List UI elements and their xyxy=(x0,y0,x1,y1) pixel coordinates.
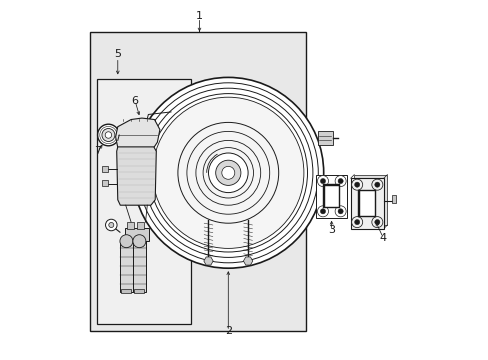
Text: 6: 6 xyxy=(131,96,138,106)
Bar xyxy=(359,191,374,216)
Circle shape xyxy=(320,179,325,184)
Circle shape xyxy=(98,124,119,146)
Circle shape xyxy=(354,220,359,225)
Bar xyxy=(137,222,143,229)
Circle shape xyxy=(317,206,328,217)
Circle shape xyxy=(152,97,303,248)
Circle shape xyxy=(102,129,115,141)
Bar xyxy=(357,190,376,217)
Circle shape xyxy=(351,217,362,228)
Bar xyxy=(350,178,383,229)
Circle shape xyxy=(371,179,382,190)
Circle shape xyxy=(133,77,323,268)
Circle shape xyxy=(222,166,234,179)
Bar xyxy=(133,241,145,292)
Polygon shape xyxy=(115,118,160,148)
Circle shape xyxy=(354,182,359,187)
Polygon shape xyxy=(203,257,213,265)
Circle shape xyxy=(371,217,382,228)
Circle shape xyxy=(374,220,379,225)
Bar xyxy=(120,241,133,292)
Bar xyxy=(97,79,190,324)
Circle shape xyxy=(105,132,111,138)
Bar xyxy=(102,180,107,186)
Circle shape xyxy=(337,209,343,214)
Circle shape xyxy=(215,160,241,185)
Bar xyxy=(125,228,148,241)
Bar xyxy=(318,131,332,145)
Bar xyxy=(354,175,386,225)
Circle shape xyxy=(108,222,114,228)
Circle shape xyxy=(320,209,325,214)
Bar xyxy=(127,222,134,229)
Bar xyxy=(89,32,305,331)
Bar xyxy=(324,186,338,207)
Circle shape xyxy=(317,176,328,186)
Text: 2: 2 xyxy=(224,326,231,336)
Bar xyxy=(102,166,107,172)
Circle shape xyxy=(337,179,343,184)
Text: 3: 3 xyxy=(327,225,334,235)
Circle shape xyxy=(351,179,362,190)
Circle shape xyxy=(334,206,346,217)
Text: 1: 1 xyxy=(196,11,203,21)
Text: 4: 4 xyxy=(379,233,386,243)
Bar xyxy=(134,289,144,293)
Polygon shape xyxy=(243,257,252,265)
Circle shape xyxy=(105,219,117,231)
Circle shape xyxy=(120,235,133,248)
Text: 7: 7 xyxy=(94,146,102,156)
Bar xyxy=(391,195,396,203)
Circle shape xyxy=(374,182,379,187)
Bar xyxy=(121,289,131,293)
Circle shape xyxy=(334,176,346,186)
Circle shape xyxy=(133,235,145,248)
Text: 5: 5 xyxy=(114,49,121,59)
Bar xyxy=(323,184,340,208)
Polygon shape xyxy=(117,147,156,205)
Bar xyxy=(316,175,346,218)
Circle shape xyxy=(208,153,247,193)
